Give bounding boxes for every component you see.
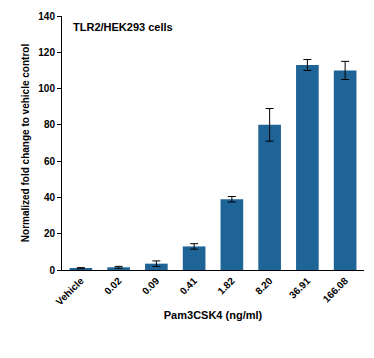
svg-text:20: 20: [44, 228, 56, 239]
svg-text:1.82: 1.82: [215, 275, 237, 297]
svg-text:Normalized fold change to vehi: Normalized fold change to vehicle contro…: [20, 44, 31, 243]
svg-text:0.41: 0.41: [178, 275, 200, 297]
svg-text:Pam3CSK4 (ng/ml): Pam3CSK4 (ng/ml): [164, 309, 263, 321]
svg-text:Vehicle: Vehicle: [54, 275, 86, 307]
svg-text:120: 120: [38, 47, 55, 58]
svg-text:0: 0: [49, 265, 55, 276]
svg-text:TLR2/HEK293 cells: TLR2/HEK293 cells: [73, 21, 173, 33]
svg-text:8.20: 8.20: [253, 275, 275, 297]
svg-text:40: 40: [44, 192, 56, 203]
svg-text:80: 80: [44, 119, 56, 130]
svg-text:0.09: 0.09: [140, 275, 162, 297]
svg-text:140: 140: [38, 11, 55, 22]
svg-text:166.08: 166.08: [321, 275, 351, 305]
svg-text:100: 100: [38, 83, 55, 94]
svg-text:36.91: 36.91: [287, 275, 313, 301]
svg-text:60: 60: [44, 156, 56, 167]
svg-text:0.02: 0.02: [102, 275, 124, 297]
